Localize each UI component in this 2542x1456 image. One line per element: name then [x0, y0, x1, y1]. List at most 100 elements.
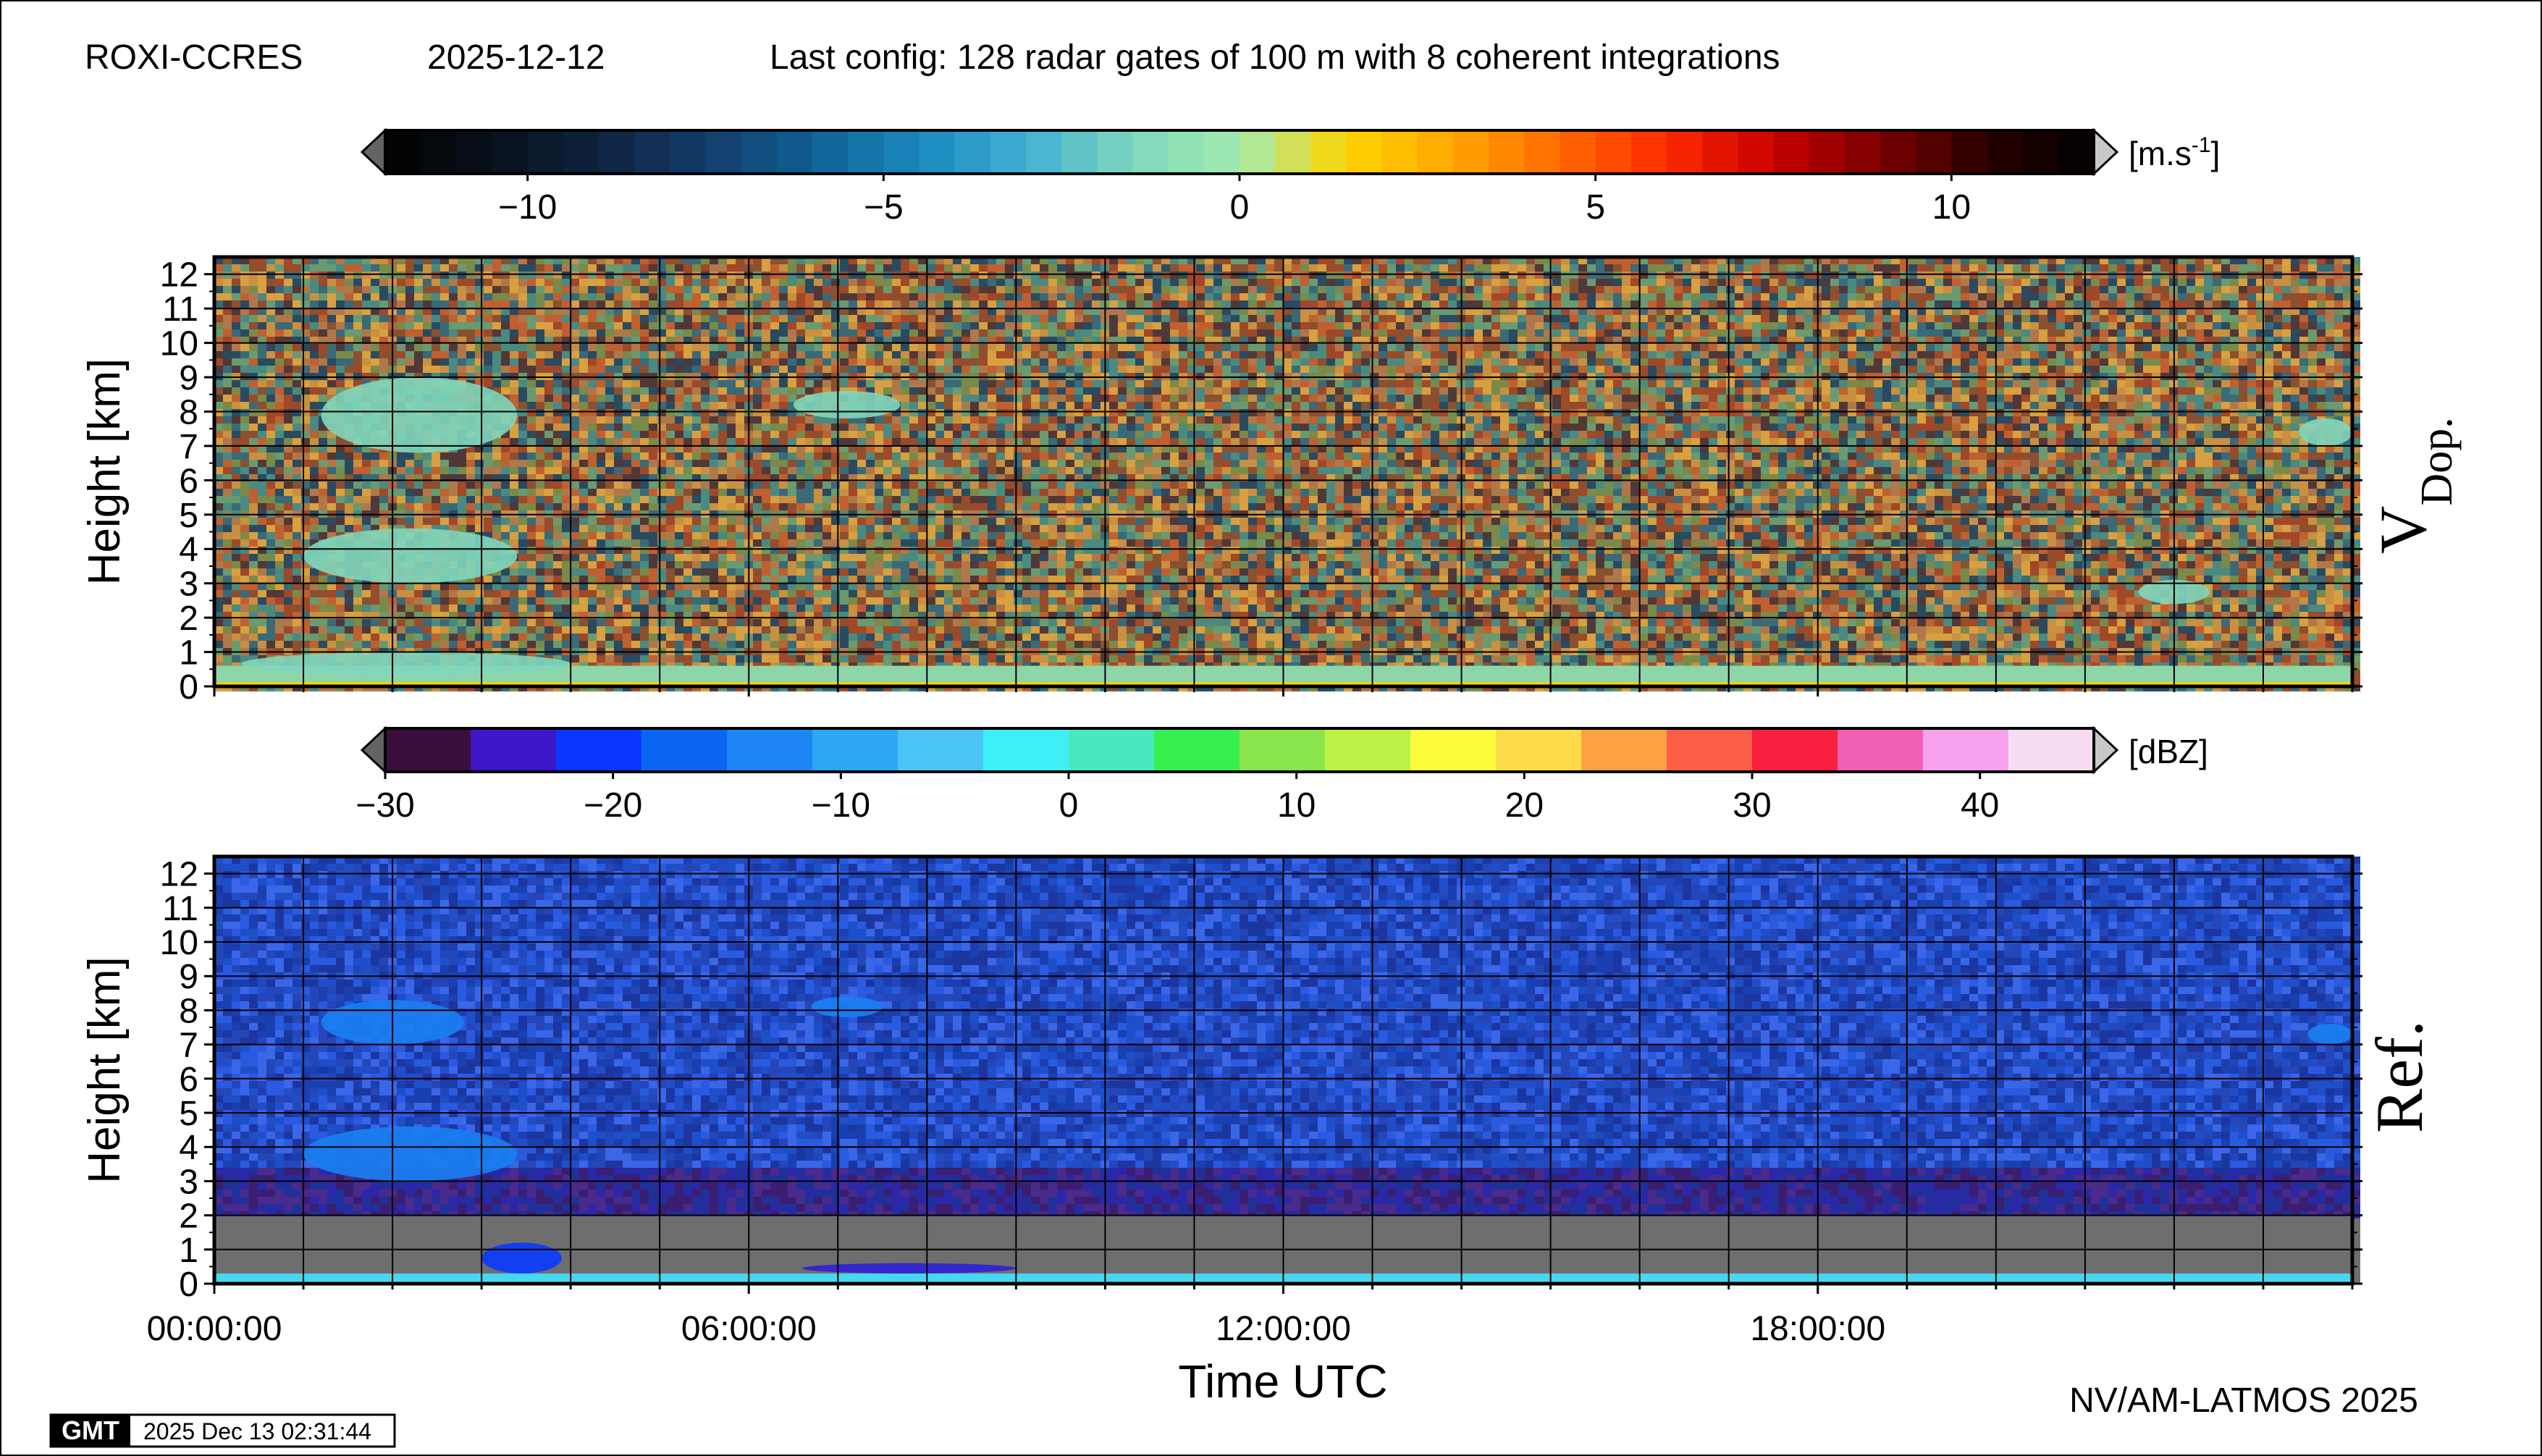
noise-cell — [544, 272, 553, 279]
noise-cell — [1005, 279, 1014, 286]
noise-cell — [544, 308, 553, 315]
noise-cell — [484, 279, 492, 286]
noise-cell — [1561, 387, 1570, 395]
noise-cell — [2021, 293, 2030, 300]
noise-cell — [579, 315, 588, 322]
noise-cell — [1066, 366, 1074, 373]
noise-cell — [1796, 337, 1804, 344]
noise-cell — [2091, 286, 2100, 293]
noise-cell — [2143, 308, 2152, 315]
noise-cell — [1109, 264, 1118, 272]
noise-cell — [1231, 344, 1240, 351]
noise-cell — [2282, 322, 2291, 329]
noise-cell — [1778, 387, 1787, 395]
noise-cell — [1848, 344, 1856, 351]
noise-cell — [1969, 344, 1978, 351]
noise-cell — [1031, 293, 1040, 300]
noise-cell — [2039, 272, 2048, 279]
noise-cell — [996, 337, 1005, 344]
noise-cell — [788, 315, 796, 322]
noise-cell — [2187, 322, 2195, 329]
noise-cell — [544, 358, 553, 366]
noise-cell — [2343, 264, 2352, 272]
noise-cell — [1865, 358, 1874, 366]
noise-cell — [770, 337, 779, 344]
noise-cell — [1535, 308, 1544, 315]
noise-cell — [996, 322, 1005, 329]
noise-cell — [2265, 344, 2273, 351]
noise-cell — [223, 286, 232, 293]
noise-cell — [927, 300, 935, 308]
noise-cell — [1161, 329, 1170, 337]
noise-cell — [2117, 387, 2126, 395]
noise-cell — [631, 329, 640, 337]
noise-cell — [1856, 337, 1865, 344]
noise-cell — [892, 358, 901, 366]
noise-cell — [492, 315, 501, 322]
noise-cell — [466, 293, 475, 300]
noise-cell — [1074, 387, 1083, 395]
noise-cell — [336, 366, 345, 373]
noise-cell — [440, 322, 449, 329]
noise-cell — [2291, 358, 2299, 366]
noise-cell — [353, 329, 362, 337]
noise-cell — [2230, 358, 2239, 366]
noise-cell — [701, 279, 710, 286]
noise-cell — [1500, 329, 1509, 337]
noise-cell — [892, 387, 901, 395]
noise-cell — [1127, 329, 1135, 337]
noise-cell — [1691, 286, 1700, 293]
noise-cell — [1205, 344, 1213, 351]
noise-cell — [1318, 358, 1326, 366]
noise-cell — [1700, 351, 1709, 358]
noise-cell — [1865, 337, 1874, 344]
noise-cell — [2126, 344, 2134, 351]
noise-cell — [2317, 315, 2326, 322]
noise-cell — [988, 279, 996, 286]
noise-cell — [2152, 337, 2160, 344]
noise-cell — [1344, 337, 1352, 344]
noise-cell — [2091, 329, 2100, 337]
noise-cell — [727, 358, 736, 366]
noise-cell — [1796, 308, 1804, 315]
noise-cell — [935, 329, 944, 337]
noise-cell — [1613, 322, 1622, 329]
noise-cell — [2326, 293, 2334, 300]
noise-cell — [1622, 293, 1630, 300]
noise-cell — [1552, 264, 1561, 272]
noise-cell — [2273, 366, 2282, 373]
noise-cell — [770, 380, 779, 387]
noise-cell — [1083, 308, 1092, 315]
noise-cell — [1552, 380, 1561, 387]
noise-cell — [953, 351, 961, 358]
noise-cell — [1822, 315, 1830, 322]
noise-cell — [1439, 351, 1448, 358]
noise-cell — [1283, 272, 1292, 279]
noise-cell — [466, 344, 475, 351]
noise-cell — [1848, 286, 1856, 293]
noise-cell — [901, 373, 909, 380]
noise-cell — [1179, 293, 1187, 300]
noise-cell — [814, 279, 822, 286]
colorbar-tick-label: 0 — [1230, 188, 1250, 227]
noise-cell — [1431, 279, 1439, 286]
noise-cell — [822, 257, 831, 264]
noise-cell — [301, 344, 310, 351]
noise-cell — [1500, 257, 1509, 264]
noise-cell — [2343, 272, 2352, 279]
noise-cell — [788, 286, 796, 293]
noise-cell — [1092, 300, 1100, 308]
noise-cell — [614, 344, 623, 351]
noise-cell — [2195, 308, 2204, 315]
noise-cell — [214, 308, 223, 315]
noise-cell — [1518, 373, 1526, 380]
noise-cell — [2273, 351, 2282, 358]
noise-cell — [1969, 358, 1978, 366]
noise-cell — [492, 387, 501, 395]
noise-cell — [1196, 264, 1205, 272]
noise-cell — [1318, 373, 1326, 380]
noise-cell — [2256, 315, 2265, 322]
noise-cell — [1231, 272, 1240, 279]
noise-cell — [1943, 358, 1952, 366]
noise-cell — [1743, 293, 1752, 300]
